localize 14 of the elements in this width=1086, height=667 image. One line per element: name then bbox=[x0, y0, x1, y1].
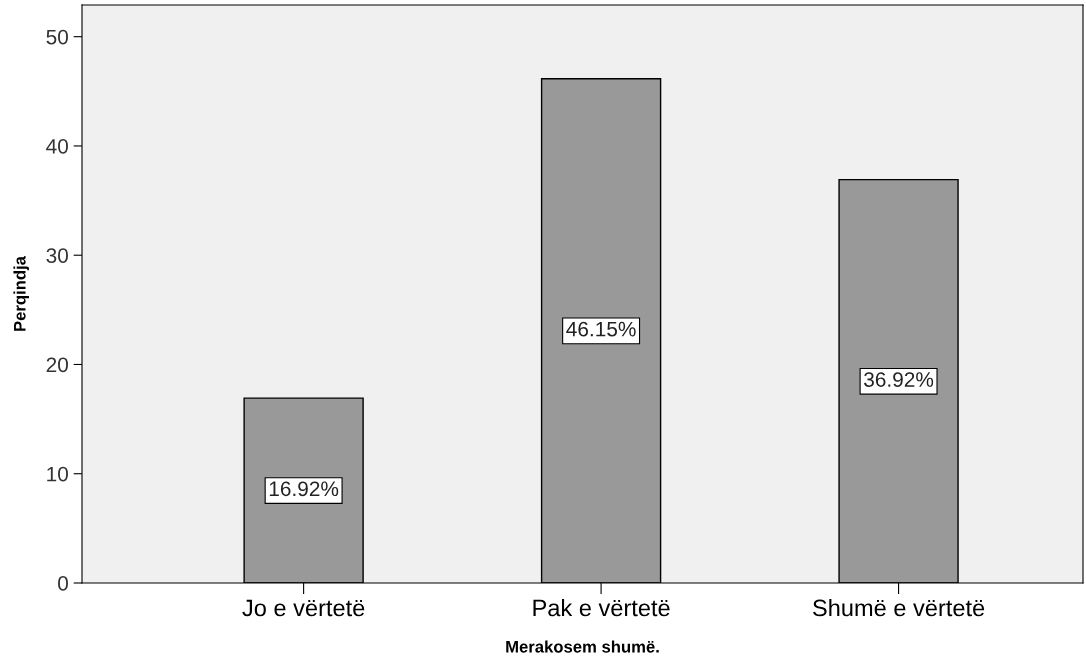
data-label: 36.92% bbox=[864, 372, 934, 387]
data-label: 16.92% bbox=[269, 481, 339, 497]
y-tick-label: 30 bbox=[46, 248, 68, 263]
y-tick-label: 0 bbox=[58, 576, 68, 591]
x-tick-label: Jo e vërtetë bbox=[242, 599, 365, 617]
x-tick-label: Pak e vërtetë bbox=[533, 598, 670, 617]
y-tick-label: 40 bbox=[46, 138, 68, 154]
y-tick-label: 20 bbox=[46, 357, 68, 373]
x-tick-label: Shumë e vërtetë bbox=[813, 598, 985, 617]
x-axis-title: Merakosem shumë. bbox=[506, 640, 659, 653]
y-tick-label: 10 bbox=[47, 466, 68, 482]
y-axis-title: Perqindja bbox=[13, 255, 29, 331]
data-label: 46.15% bbox=[566, 321, 636, 337]
y-tick-label: 50 bbox=[46, 29, 68, 45]
